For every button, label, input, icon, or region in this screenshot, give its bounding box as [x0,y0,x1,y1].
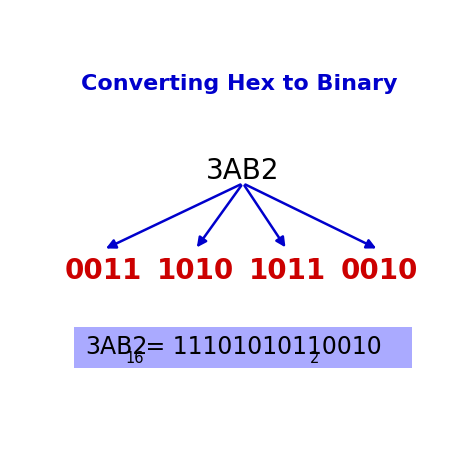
Text: 1011: 1011 [248,257,326,285]
Text: 3AB2: 3AB2 [85,336,147,359]
Text: 0010: 0010 [340,257,418,285]
Text: 16: 16 [125,351,144,366]
Text: 2: 2 [310,351,319,366]
Text: 3AB2: 3AB2 [206,157,280,185]
Text: = 11101010110010: = 11101010110010 [138,336,382,359]
Text: 1010: 1010 [156,257,234,285]
Text: 0011: 0011 [65,257,142,285]
FancyBboxPatch shape [74,327,412,368]
Text: Converting Hex to Binary: Converting Hex to Binary [82,74,398,94]
